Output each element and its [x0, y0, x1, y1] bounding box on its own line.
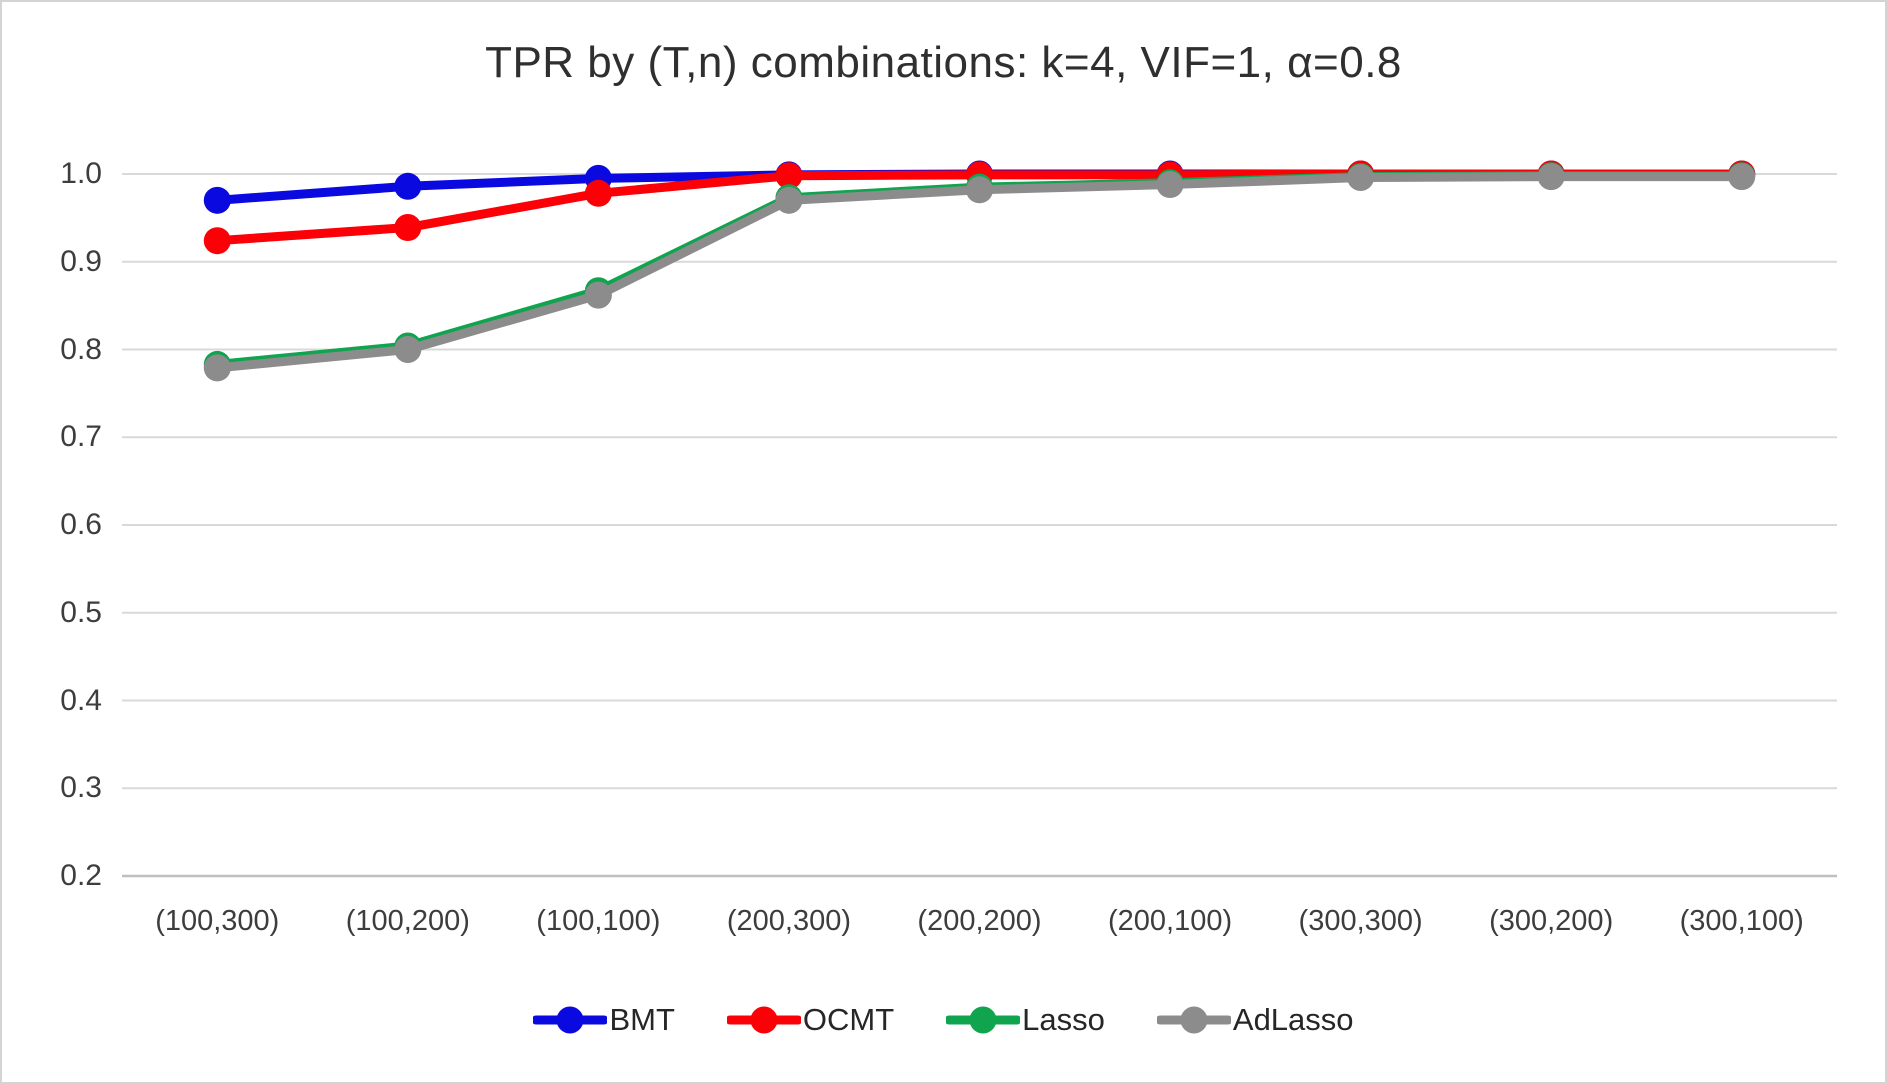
legend-marker-icon: [946, 1006, 1021, 1034]
legend-label: BMT: [609, 1002, 675, 1037]
x-tick-label: (300,200): [1489, 905, 1614, 937]
legend-label: OCMT: [802, 1002, 895, 1037]
data-point-adlasso: [775, 186, 803, 214]
x-tick-label: (200,200): [917, 905, 1042, 937]
data-point-ocmt: [584, 179, 612, 207]
legend-item-ocmt: OCMT: [726, 1000, 895, 1040]
data-point-adlasso: [1156, 171, 1184, 199]
x-tick-label: (300,300): [1298, 905, 1423, 937]
x-tick-label: (200,300): [726, 905, 852, 937]
data-point-adlasso: [1728, 163, 1756, 191]
data-point-adlasso: [1537, 163, 1565, 191]
data-point-adlasso: [394, 336, 422, 363]
legend: BMT OCMT Lasso AdLasso: [2, 1000, 1885, 1040]
legend-label: AdLasso: [1232, 1002, 1354, 1037]
data-point-ocmt: [394, 214, 422, 242]
x-tick-label: (300,100): [1679, 905, 1804, 937]
series-line-adlasso: [212, 172, 1747, 373]
data-point-bmt: [394, 172, 422, 200]
chart-title: TPR by (T,n) combinations: k=4, VIF=1, α…: [485, 38, 1402, 87]
legend-marker-icon: [533, 1006, 608, 1034]
x-tick-label: (100,300): [155, 905, 280, 937]
data-point-adlasso: [1347, 164, 1375, 192]
y-tick-label: 0.8: [60, 332, 102, 366]
y-tick-label: 0.5: [60, 595, 102, 629]
legend-item-adlasso: AdLasso: [1156, 1000, 1354, 1040]
legend-item-bmt: BMT: [533, 1000, 675, 1040]
x-tick-label: (200,100): [1107, 905, 1233, 937]
y-tick-label: 0.2: [60, 859, 102, 892]
y-tick-label: 0.9: [60, 244, 102, 278]
y-tick-label: 0.4: [60, 683, 102, 717]
legend-marker-icon: [1156, 1006, 1231, 1034]
legend-label: Lasso: [1022, 1002, 1105, 1037]
data-point-adlasso: [584, 281, 612, 309]
x-tick-label: (100,200): [345, 905, 470, 937]
data-point-bmt: [203, 186, 231, 214]
data-point-ocmt: [203, 227, 231, 255]
data-point-ocmt: [775, 162, 803, 190]
legend-marker-icon: [726, 1006, 801, 1034]
legend-item-lasso: Lasso: [946, 1000, 1105, 1040]
y-tick-label: 0.7: [60, 420, 102, 454]
y-tick-label: 0.6: [60, 508, 102, 541]
x-tick-label: (100,100): [536, 905, 661, 937]
y-tick-label: 1.0: [60, 157, 102, 190]
data-point-adlasso: [966, 176, 993, 204]
data-point-adlasso: [203, 354, 231, 382]
y-tick-label: 0.3: [60, 771, 102, 805]
